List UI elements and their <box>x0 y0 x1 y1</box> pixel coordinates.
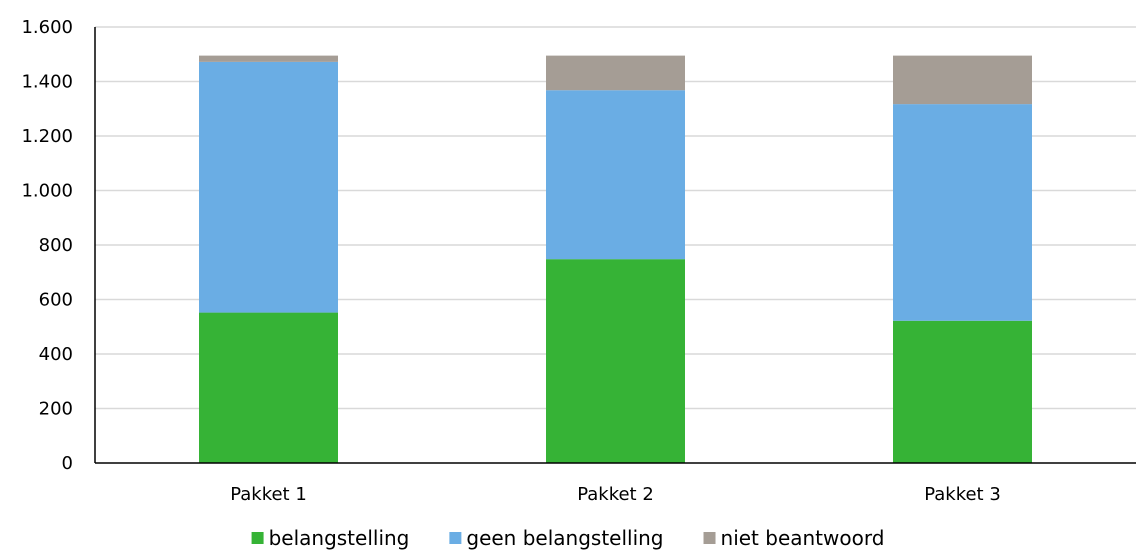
y-tick-label: 0 <box>62 453 73 474</box>
x-axis-tick-labels: Pakket 1 Pakket 2 Pakket 3 <box>230 484 1001 505</box>
bar-segment-geen-belangstelling <box>546 90 685 260</box>
y-tick-label: 1.200 <box>21 126 73 147</box>
bar-segment-geen-belangstelling <box>893 104 1032 321</box>
y-axis-tick-labels: 0 200 400 600 800 1.000 1.200 1.400 1.600 <box>21 17 73 474</box>
y-tick-label: 1.400 <box>21 72 73 93</box>
bar-segment-geen-belangstelling <box>199 61 338 313</box>
axes <box>94 27 1136 464</box>
legend-swatch <box>703 532 716 544</box>
y-tick-label: 400 <box>39 344 73 365</box>
legend-label: geen belangstelling <box>466 526 663 550</box>
bar-stack <box>546 55 685 463</box>
y-tick-label: 1.000 <box>21 181 73 202</box>
legend-item: niet beantwoord <box>703 526 885 550</box>
y-tick-label: 1.600 <box>21 17 73 38</box>
bar-segment-niet-beantwoord <box>546 55 685 91</box>
bar-stacks <box>199 55 1032 463</box>
x-tick-label: Pakket 1 <box>230 484 307 505</box>
y-tick-label: 800 <box>39 235 73 256</box>
bar-stack <box>199 55 338 463</box>
legend-item: geen belangstelling <box>449 526 664 550</box>
legend-label: belangstelling <box>269 526 410 550</box>
y-tick-label: 200 <box>39 399 73 420</box>
bar-segment-belangstelling <box>546 259 685 463</box>
legend-label: niet beantwoord <box>721 526 885 550</box>
legend-swatch <box>449 532 462 544</box>
x-tick-label: Pakket 2 <box>577 484 654 505</box>
bar-segment-niet-beantwoord <box>199 55 338 62</box>
legend-swatch <box>251 532 264 544</box>
bar-segment-belangstelling <box>199 312 338 463</box>
legend: belangstelling geen belangstelling niet be… <box>251 526 885 550</box>
y-tick-label: 600 <box>39 290 73 311</box>
bar-segment-belangstelling <box>893 320 1032 463</box>
x-tick-label: Pakket 3 <box>924 484 1001 505</box>
bar-segment-niet-beantwoord <box>893 55 1032 105</box>
legend-item: belangstelling <box>251 526 410 550</box>
bar-stack <box>893 55 1032 463</box>
